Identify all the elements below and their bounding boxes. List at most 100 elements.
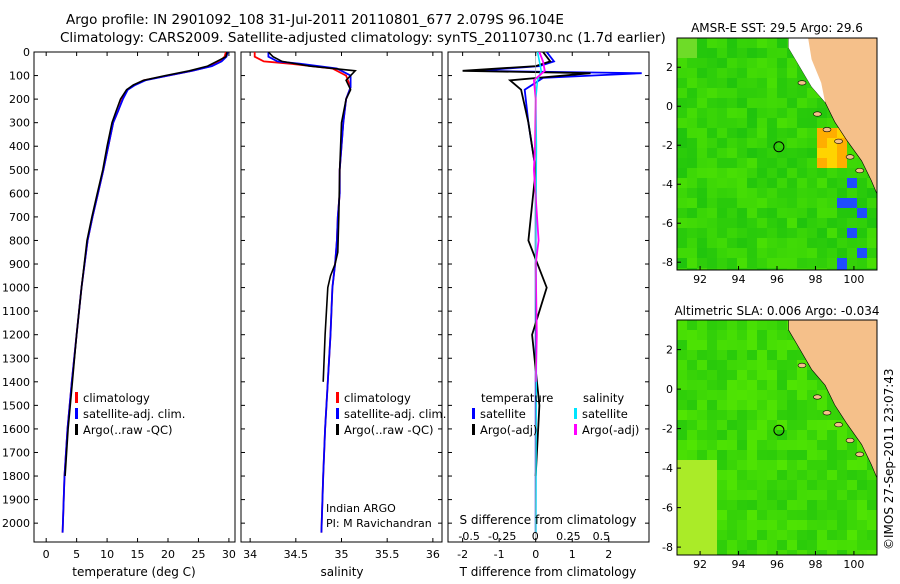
map-cell: [807, 430, 817, 440]
map-cell: [747, 510, 757, 520]
x2-tick-label: -0.25: [488, 530, 516, 543]
map-cell: [817, 138, 827, 148]
map-cell: [687, 68, 697, 78]
map-cell: [777, 500, 787, 510]
map-cell: [857, 520, 867, 530]
map-cell: [807, 248, 817, 258]
map-cell: [867, 218, 877, 228]
y-tick-label: 1300: [2, 352, 30, 365]
map-cell: [697, 148, 707, 158]
map-cell: [737, 138, 747, 148]
map-y-tick-label: -2: [662, 423, 673, 436]
map-cell: [677, 410, 687, 420]
map-cell: [747, 430, 757, 440]
map-cell: [687, 218, 697, 228]
map-cell: [727, 58, 737, 68]
map-cell: [747, 148, 757, 158]
map-cell: [677, 238, 687, 248]
map-cell: [757, 178, 767, 188]
difference-panel: -2 -1 0 1 2 -0.5 -0.25 0 0.25 0.5 T difference fr…: [447, 51, 650, 579]
map-cell: [707, 188, 717, 198]
map-cell: [767, 330, 777, 340]
x-tick-label: 25: [191, 548, 205, 561]
map-cell: [777, 178, 787, 188]
map-cell: [797, 480, 807, 490]
map-cell: [837, 158, 847, 168]
map-cell: [737, 400, 747, 410]
map-cell: [797, 158, 807, 168]
map-cell: [697, 480, 707, 490]
map-cell: [827, 400, 837, 410]
map-cell: [757, 360, 767, 370]
map-cell: [717, 410, 727, 420]
map-cell: [717, 530, 727, 540]
map-cell: [837, 540, 847, 550]
map-cell: [677, 258, 687, 268]
map-cell: [677, 420, 687, 430]
map-cell: [717, 268, 727, 270]
map-cell: [807, 380, 817, 390]
map-cell: [857, 188, 867, 198]
map-cell: [677, 68, 687, 78]
map-cell: [867, 248, 877, 258]
island: [822, 127, 832, 133]
map-cell: [807, 198, 817, 208]
map-cell: [757, 88, 767, 98]
map-cell: [767, 208, 777, 218]
map-cell: [697, 98, 707, 108]
map-cell: [787, 188, 797, 198]
map-cell: [697, 390, 707, 400]
map-cell: [717, 88, 727, 98]
map-cell: [807, 258, 817, 268]
map-cell: [767, 510, 777, 520]
map-cell: [747, 158, 757, 168]
map-cell: [817, 530, 827, 540]
map-cell: [767, 68, 777, 78]
y-tick-label: 900: [9, 258, 30, 271]
legend-swatch: [574, 408, 577, 419]
map-cell: [867, 540, 877, 550]
map-cell: [857, 268, 867, 270]
map-cell: [777, 38, 787, 48]
map-cell: [697, 340, 707, 350]
map-cell: [717, 158, 727, 168]
side-stamp: ©IMOS 27-Sep-2011 23:07:43: [882, 368, 896, 550]
x2-tick-label: 0.25: [556, 530, 581, 543]
map-cell: [697, 320, 707, 330]
map-cell: [687, 78, 697, 88]
map-cell: [727, 470, 737, 480]
map-cell: [697, 430, 707, 440]
map-cell: [687, 48, 697, 58]
difference-x2label: S difference from climatology: [460, 513, 637, 527]
x-tick-label: 1: [569, 548, 576, 561]
map-cell: [687, 480, 697, 490]
map-cell: [777, 98, 787, 108]
map-cell: [677, 88, 687, 98]
map-cell: [737, 248, 747, 258]
map-cell: [747, 420, 757, 430]
map-cell: [707, 500, 717, 510]
map-cell: [757, 370, 767, 380]
map-cell: [707, 38, 717, 48]
map-cell: [827, 118, 837, 128]
map-y-tick-label: -6: [662, 217, 673, 230]
map-cell: [757, 550, 767, 555]
legend-header: salinity: [583, 391, 624, 405]
map-cell: [697, 350, 707, 360]
map-cell: [867, 480, 877, 490]
map-cell: [717, 228, 727, 238]
map-cell: [777, 470, 787, 480]
map-cell: [817, 510, 827, 520]
map-cell: [737, 530, 747, 540]
map-cell: [707, 208, 717, 218]
map-cell: [757, 118, 767, 128]
map-cell: [807, 98, 817, 108]
series-line-salinity-argo-adj-: [532, 52, 546, 382]
map-cell: [787, 238, 797, 248]
map-cell: [797, 138, 807, 148]
map-cell: [687, 228, 697, 238]
map-cell: [867, 470, 877, 480]
map-cell: [687, 500, 697, 510]
map-cell: [677, 320, 687, 330]
y-tick-label: 1100: [2, 305, 30, 318]
